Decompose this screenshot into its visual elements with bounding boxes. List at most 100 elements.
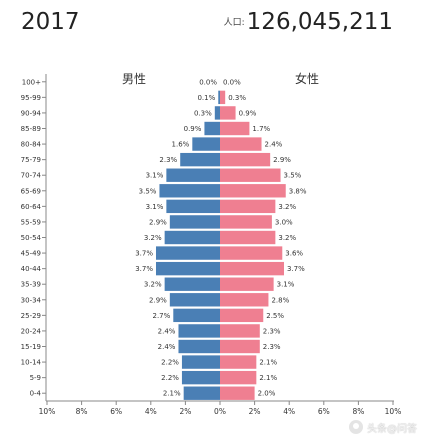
female-bar: [220, 246, 283, 260]
female-value-label: 3.6%: [285, 250, 303, 258]
male-bar: [169, 215, 220, 229]
age-label: 75-79: [21, 156, 41, 164]
female-value-label: 2.9%: [273, 156, 291, 164]
female-bar: [220, 90, 226, 105]
female-bar: [220, 261, 285, 276]
male-bar: [204, 121, 220, 136]
male-value-label: 2.2%: [161, 374, 179, 382]
age-label: 35-39: [21, 281, 41, 289]
age-label: 30-34: [21, 296, 42, 304]
age-label: 55-59: [21, 218, 41, 226]
female-value-label: 0.9%: [239, 109, 257, 117]
male-bar: [155, 246, 220, 260]
female-value-label: 2.8%: [271, 296, 289, 304]
female-header: 女性: [295, 71, 319, 86]
age-label: 70-74: [21, 172, 42, 180]
x-tick-label: 4%: [145, 407, 157, 416]
male-bar: [178, 324, 220, 338]
year-title: 2017: [21, 9, 80, 35]
male-value-label: 2.9%: [149, 296, 167, 304]
age-label: 90-94: [21, 109, 42, 117]
male-value-label: 3.1%: [146, 172, 164, 180]
male-bar: [178, 339, 220, 354]
female-bar: [220, 215, 272, 229]
female-bar: [220, 106, 236, 120]
female-value-label: 2.1%: [259, 374, 277, 382]
age-label: 45-49: [21, 250, 41, 258]
female-bar: [220, 308, 264, 323]
male-value-label: 2.2%: [161, 359, 179, 367]
female-bar: [220, 355, 257, 369]
x-tick-label: 4%: [283, 407, 295, 416]
male-value-label: 2.3%: [159, 156, 177, 164]
male-bar: [159, 184, 220, 198]
female-value-label: 2.1%: [259, 359, 277, 367]
x-tick-label: 2%: [179, 407, 191, 416]
female-bar: [220, 199, 276, 214]
male-value-label: 3.7%: [135, 265, 153, 273]
male-value-label: 1.6%: [172, 141, 190, 149]
female-value-label: 2.0%: [258, 390, 276, 398]
male-value-label: 3.7%: [135, 250, 153, 258]
female-bar: [220, 339, 260, 354]
male-bar: [180, 152, 220, 167]
population-value: 126,045,211: [246, 9, 393, 35]
age-label: 50-54: [21, 234, 42, 242]
x-tick-label: 10%: [385, 407, 402, 416]
male-value-label: 0.0%: [199, 78, 217, 86]
age-label: 15-19: [21, 343, 41, 351]
female-value-label: 3.8%: [289, 187, 307, 195]
male-bar: [181, 355, 220, 369]
male-value-label: 3.1%: [146, 203, 164, 211]
female-bar: [220, 137, 262, 151]
female-value-label: 0.3%: [228, 94, 246, 102]
female-bar: [220, 277, 274, 291]
x-tick-label: 2%: [249, 407, 261, 416]
female-value-label: 2.3%: [263, 327, 281, 335]
female-bar: [220, 293, 269, 307]
female-value-label: 0.0%: [223, 78, 241, 86]
population-label: 人口:: [223, 18, 245, 28]
watermark: 头条@问答: [349, 418, 417, 436]
age-label: 20-24: [21, 327, 42, 335]
male-value-label: 0.3%: [194, 109, 212, 117]
male-bar: [192, 137, 220, 151]
age-label: 65-69: [21, 187, 41, 195]
male-header: 男性: [122, 72, 146, 86]
female-value-label: 2.4%: [265, 141, 283, 149]
female-bar: [220, 168, 281, 182]
female-value-label: 2.5%: [266, 312, 284, 320]
male-value-label: 2.4%: [158, 327, 176, 335]
male-bar: [166, 199, 220, 214]
male-value-label: 2.1%: [163, 390, 181, 398]
female-value-label: 3.1%: [277, 281, 295, 289]
male-value-label: 0.9%: [184, 125, 202, 133]
male-bar: [164, 277, 220, 291]
female-value-label: 3.0%: [275, 218, 293, 226]
female-value-label: 1.7%: [252, 125, 270, 133]
age-label: 25-29: [21, 312, 41, 320]
female-bar: [220, 152, 271, 167]
male-bar: [155, 261, 220, 276]
age-label: 85-89: [21, 125, 41, 133]
age-label: 80-84: [21, 141, 42, 149]
female-bar: [220, 324, 260, 338]
male-bar: [181, 370, 220, 385]
male-value-label: 0.1%: [197, 94, 215, 102]
male-value-label: 2.4%: [158, 343, 176, 351]
female-value-label: 3.7%: [287, 265, 305, 273]
male-bar: [169, 293, 220, 307]
age-label: 60-64: [21, 203, 42, 211]
age-label: 5-9: [30, 374, 41, 382]
male-bar: [183, 386, 220, 400]
female-bar: [220, 386, 255, 400]
male-bar: [164, 230, 220, 245]
age-label: 40-44: [21, 265, 42, 273]
female-bar: [220, 121, 250, 136]
male-value-label: 3.2%: [144, 281, 162, 289]
x-tick-label: 6%: [318, 407, 330, 416]
female-bar: [220, 230, 276, 245]
female-value-label: 3.2%: [278, 203, 296, 211]
age-label: 95-99: [21, 94, 41, 102]
